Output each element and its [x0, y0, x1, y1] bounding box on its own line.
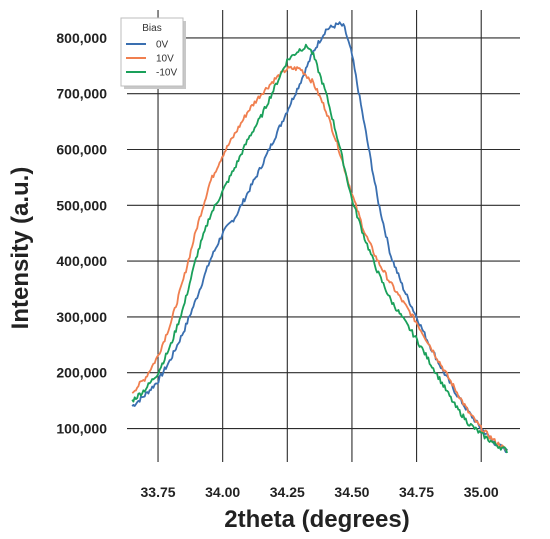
x-tick-label: 34.25	[270, 484, 305, 500]
grid	[127, 10, 520, 462]
series-line-0V	[131, 21, 508, 453]
y-tick-labels: 100,000 200,000 300,000 400,000 500,000 600,0…	[56, 30, 107, 437]
y-tick-label: 700,000	[56, 86, 107, 102]
legend-entries: 0V 10V -10V	[126, 40, 177, 79]
legend-label: -10V	[156, 68, 177, 79]
x-tick-label: 35.00	[464, 484, 499, 500]
x-axis-title: 2theta (degrees)	[224, 506, 409, 533]
series-line-m10V	[131, 43, 508, 454]
x-tick-label: 34.50	[334, 484, 369, 500]
y-tick-label: 200,000	[56, 365, 107, 381]
y-tick-label: 100,000	[56, 421, 107, 437]
y-axis-title: Intensity (a.u.)	[7, 167, 34, 330]
legend: Bias 0V 10V -10V	[120, 17, 186, 89]
x-tick-label: 34.00	[205, 484, 240, 500]
legend-label: 10V	[156, 54, 174, 65]
y-tick-label: 400,000	[56, 253, 107, 269]
y-tick-label: 600,000	[56, 142, 107, 158]
series-line-10V	[131, 65, 508, 452]
x-tick-label: 33.75	[141, 484, 176, 500]
y-tick-label: 800,000	[56, 30, 107, 46]
series-layer	[131, 21, 508, 454]
legend-title: Bias	[142, 23, 161, 34]
legend-box	[120, 17, 184, 87]
x-tick-labels: 33.75 34.00 34.25 34.50 34.75 35.00	[141, 484, 499, 500]
x-tick-label: 34.75	[399, 484, 434, 500]
y-tick-label: 500,000	[56, 197, 107, 213]
y-tick-label: 300,000	[56, 309, 107, 325]
legend-label: 0V	[156, 40, 169, 51]
